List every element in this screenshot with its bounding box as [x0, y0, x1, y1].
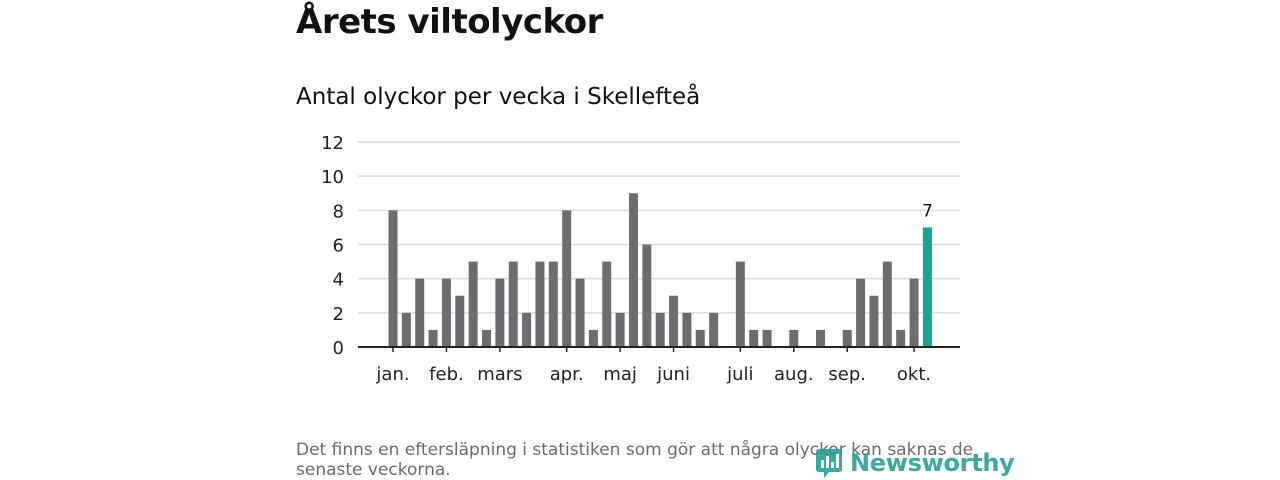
- x-tick-label: okt.: [897, 364, 931, 385]
- bar: [896, 329, 906, 347]
- bars: [388, 193, 932, 347]
- bar: [415, 278, 425, 347]
- y-tick-label: 4: [333, 270, 344, 291]
- bar: [789, 329, 799, 347]
- bar: [575, 278, 585, 347]
- bar: [655, 312, 665, 347]
- bar: [548, 261, 558, 347]
- x-tick-label: juli: [726, 364, 753, 385]
- bar: [588, 329, 598, 347]
- bar: [562, 210, 572, 347]
- bar: [508, 261, 518, 347]
- bar: [441, 278, 451, 347]
- bar: [495, 278, 505, 347]
- bar: [669, 295, 679, 347]
- bar: [522, 312, 532, 347]
- logo-text: Newsworthy: [850, 449, 1015, 477]
- y-tick-label: 10: [321, 167, 344, 188]
- bar: [628, 193, 638, 347]
- bar: [882, 261, 892, 347]
- newsworthy-logo: Newsworthy: [814, 446, 1015, 480]
- bar: [428, 329, 438, 347]
- bar: [482, 329, 492, 347]
- y-tick-label: 12: [321, 133, 344, 154]
- y-tick-label: 8: [333, 201, 344, 222]
- chart-title: Antal olyckor per vecka i Skellefteå: [296, 84, 701, 110]
- bar: [749, 329, 759, 347]
- x-tick-label: sep.: [828, 364, 866, 385]
- bar: [642, 244, 652, 347]
- bar-chart: 0 2 4 6 8 10 12 jan. feb. mars apr. maj juni juli aug.…: [321, 133, 960, 385]
- bar: [816, 329, 826, 347]
- y-tick-label: 0: [333, 338, 344, 359]
- bar: [735, 261, 745, 347]
- y-tick-label: 2: [333, 304, 344, 325]
- x-tick-label: feb.: [429, 364, 464, 385]
- x-tick-label: maj: [603, 364, 637, 385]
- x-tick-label: jan.: [375, 364, 409, 385]
- x-tick-label: mars: [477, 364, 522, 385]
- x-tick-label: apr.: [550, 364, 584, 385]
- bar: [709, 312, 719, 347]
- labels: 0 2 4 6 8 10 12 jan. feb. mars apr. maj juni juli aug.…: [321, 133, 933, 385]
- highlight-value-label: 7: [922, 201, 933, 221]
- bar: [682, 312, 692, 347]
- bar: [401, 312, 411, 347]
- newsworthy-logo-icon: [816, 449, 842, 478]
- bar: [388, 210, 398, 347]
- axes: [358, 346, 960, 352]
- bar: [602, 261, 612, 347]
- bar: [922, 227, 932, 347]
- x-tick-label: juni: [656, 364, 690, 385]
- x-tick-label: aug.: [774, 364, 814, 385]
- bar: [615, 312, 625, 347]
- bar: [455, 295, 465, 347]
- bar: [842, 329, 852, 347]
- footnote: Det finns en eftersläpning i statistiken…: [296, 440, 974, 480]
- bar: [535, 261, 545, 347]
- bar: [909, 278, 919, 347]
- y-tick-label: 6: [333, 236, 344, 257]
- bar: [762, 329, 772, 347]
- bar: [869, 295, 879, 347]
- page-title: Årets viltolyckor: [296, 2, 603, 42]
- bar: [468, 261, 478, 347]
- bar: [695, 329, 705, 347]
- bar: [856, 278, 866, 347]
